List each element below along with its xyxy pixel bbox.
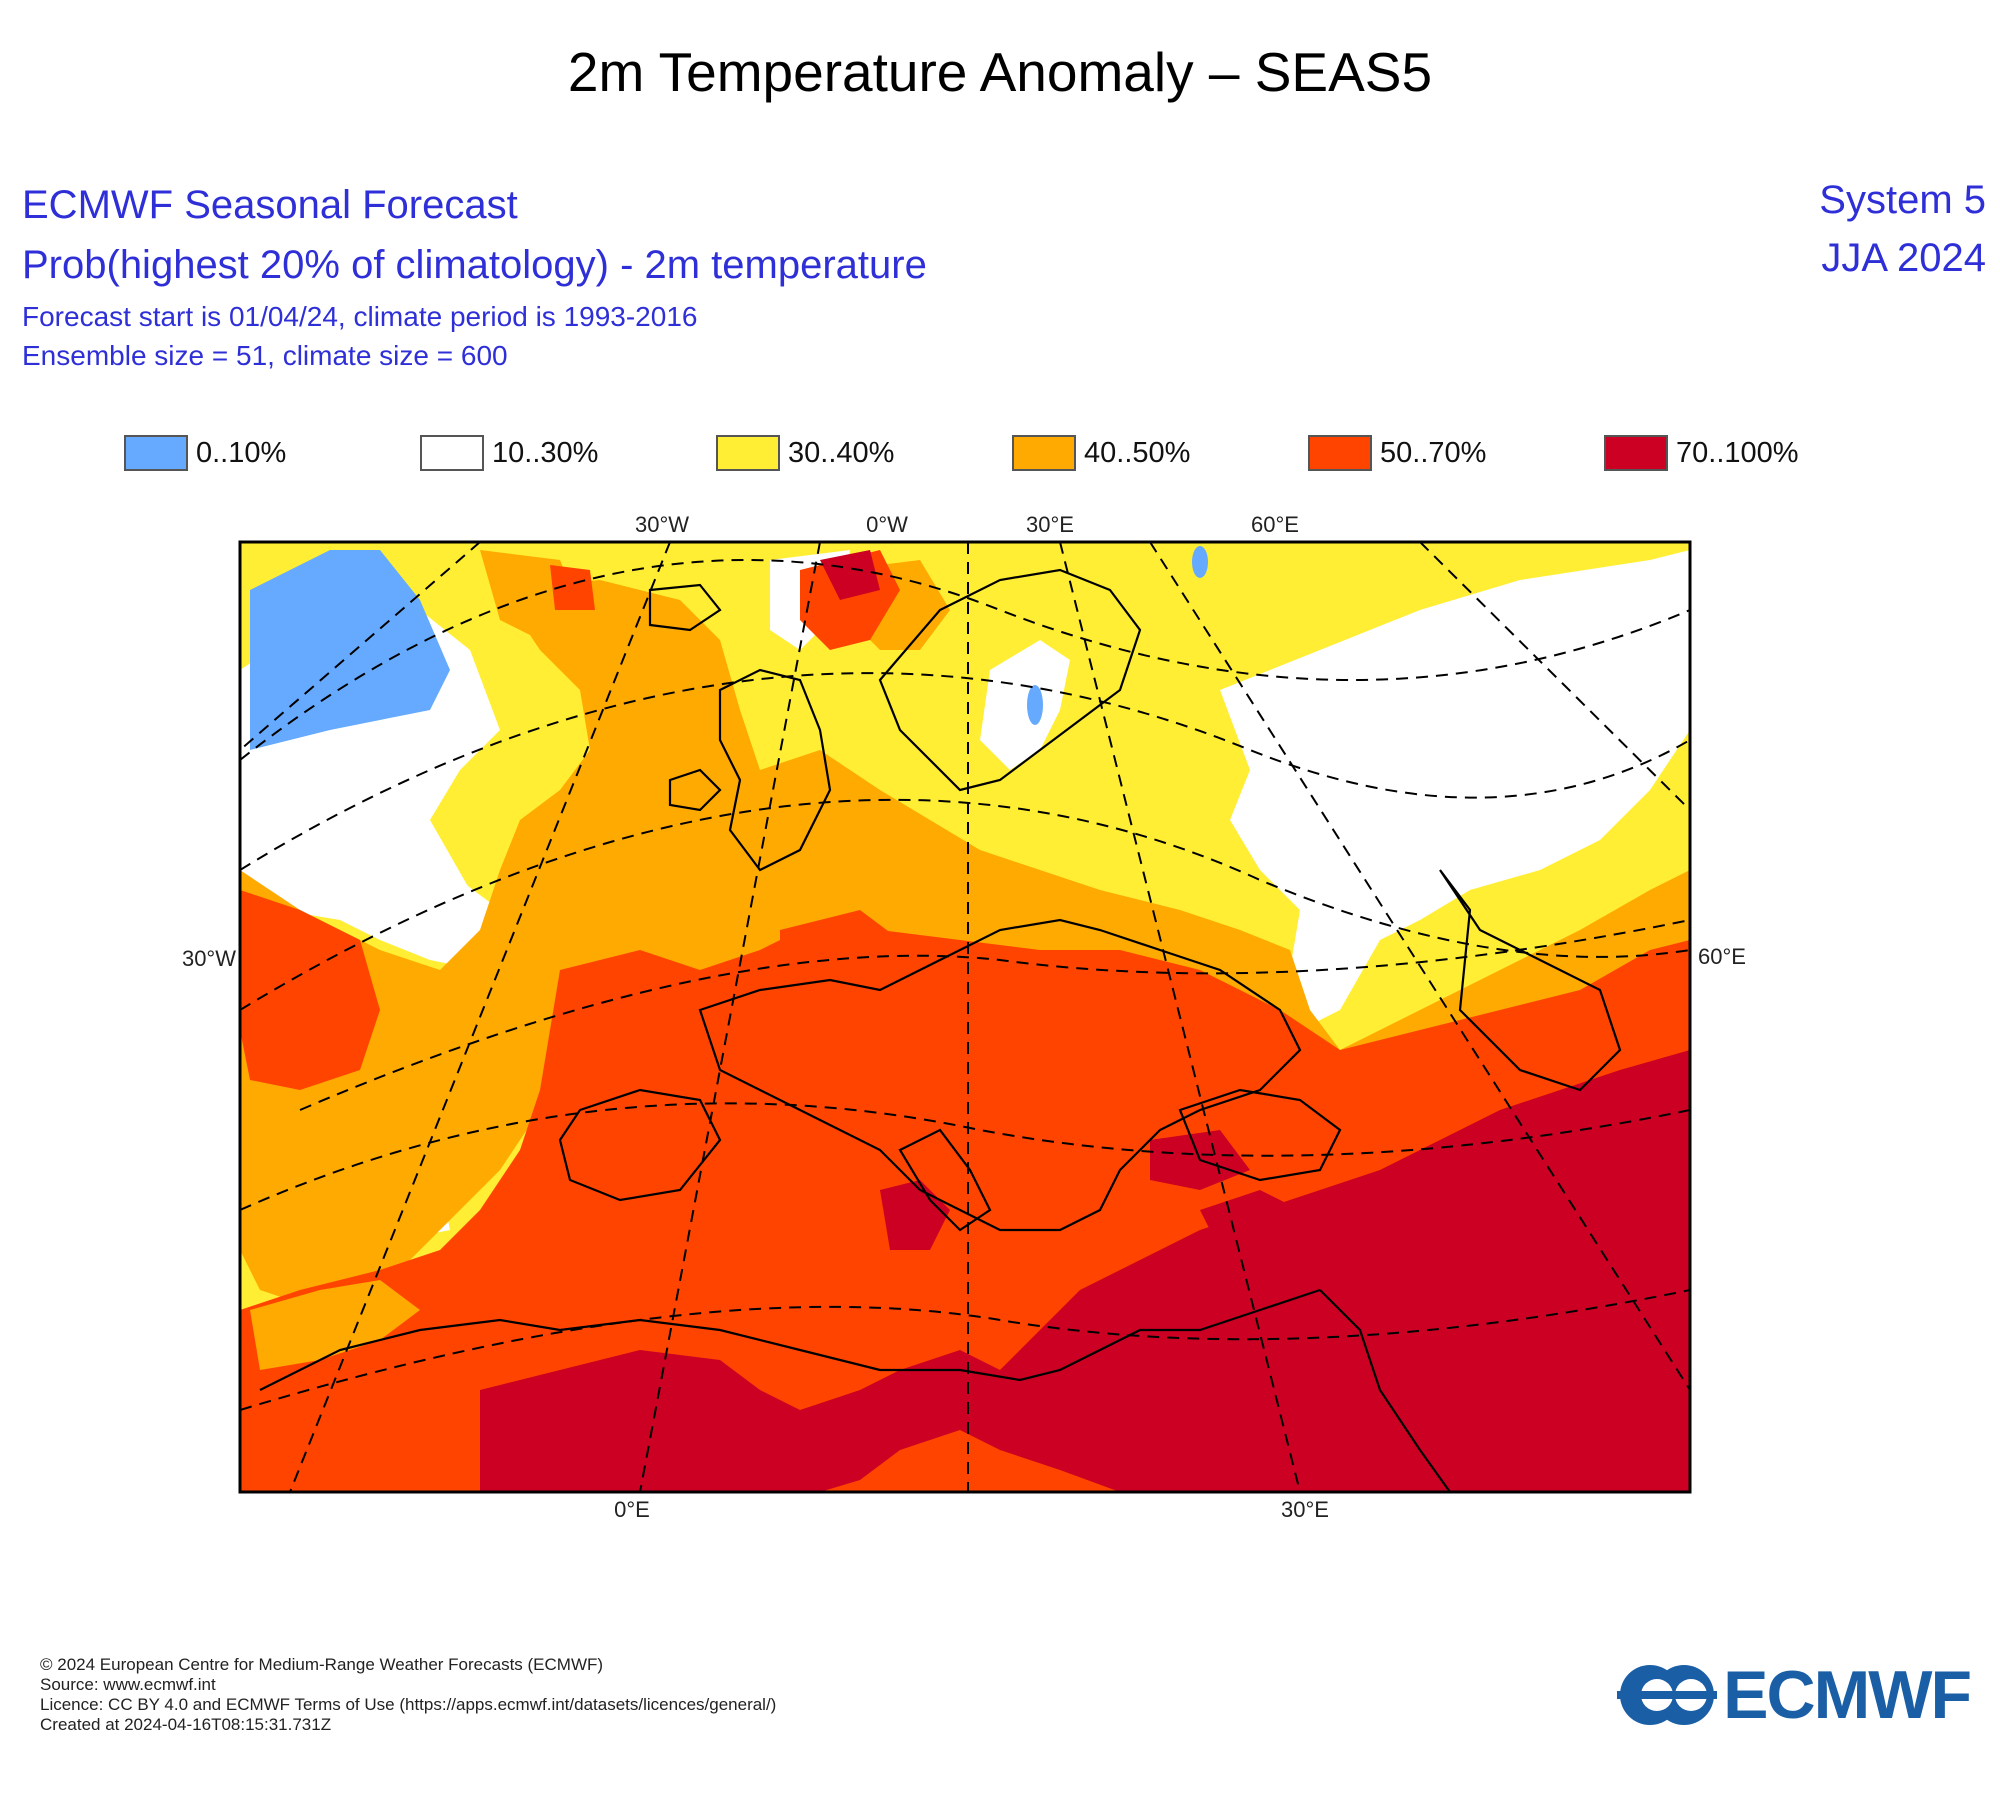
coast-iberia — [558, 1088, 722, 1202]
legend-label: 70..100% — [1676, 436, 1799, 469]
ecmwf-logo-icon — [1617, 1665, 1718, 1725]
map-ticks: 30°W 0°W 30°E 60°E 0°E 30°E 30°W 60°E — [182, 512, 1746, 1522]
legend-label: 10..30% — [492, 436, 599, 469]
legend-swatch — [716, 435, 780, 471]
meridian-40e — [1059, 542, 1301, 1492]
legend-item: 50..70% — [1308, 433, 1486, 473]
probability-field — [240, 542, 1690, 1492]
legend-swatch — [1012, 435, 1076, 471]
top-tick-30e: 30°E — [1026, 512, 1074, 537]
top-tick-30w: 30°W — [635, 512, 689, 537]
forecast-start-info: Forecast start is 01/04/24, climate peri… — [22, 301, 698, 332]
coast-ireland — [668, 768, 722, 812]
footer: © 2024 European Centre for Medium-Range … — [40, 1655, 776, 1735]
parallel-40n — [299, 919, 1690, 1111]
meridian-0 — [639, 542, 821, 1492]
period-label: JJA 2024 — [1821, 236, 1986, 280]
field-blue-nw — [250, 550, 450, 750]
top-tick-60e: 60°E — [1251, 512, 1299, 537]
field-red-atlantic-w — [240, 890, 380, 1090]
legend-item: 30..40% — [716, 433, 894, 473]
field-white-ne — [1220, 550, 1690, 1030]
left-tick-30w: 30°W — [182, 946, 236, 971]
ecmwf-logo: ECMWF — [1617, 1657, 1972, 1733]
legend-item: 40..50% — [1012, 433, 1190, 473]
bottom-tick-30e: 30°E — [1281, 1497, 1329, 1522]
copyright: © 2024 European Centre for Medium-Range … — [40, 1655, 604, 1674]
coast-europe — [698, 918, 1302, 1232]
coast-red-sea — [1319, 1289, 1451, 1492]
system-label: System 5 — [1819, 178, 1986, 222]
map-frame — [238, 540, 1692, 1494]
field-blue-kola — [1192, 546, 1208, 578]
field-blue-sweden — [1027, 685, 1043, 725]
coast-scandinavia — [878, 568, 1142, 792]
meridian-40w — [240, 542, 481, 751]
coast-italy — [898, 1128, 992, 1232]
parallel-20n — [240, 1289, 1690, 1411]
probability-map: 30°W 0°W 30°E 60°E 0°E 30°E 30°W 60°E — [182, 512, 1746, 1522]
ecmwf-logo-text: ECMWF — [1723, 1657, 1972, 1733]
legend-swatch — [124, 435, 188, 471]
field-white-w — [240, 610, 520, 970]
source: Source: www.ecmwf.int — [40, 1675, 216, 1694]
legend-item: 70..100% — [1604, 433, 1799, 473]
field-orange-west-africa — [250, 1280, 420, 1370]
meridian-20w — [289, 542, 671, 1492]
coast-north-africa — [259, 1288, 1321, 1391]
parallel-70n — [240, 559, 1690, 761]
legend-label: 30..40% — [788, 436, 895, 469]
forecast-variable: Prob(highest 20% of climatology) - 2m te… — [22, 243, 927, 287]
licence: Licence: CC BY 4.0 and ECMWF Terms of Us… — [40, 1695, 777, 1714]
right-tick-60e: 60°E — [1698, 944, 1746, 969]
main-title: 2m Temperature Anomaly – SEAS5 — [567, 41, 1433, 103]
coast-black-sea — [1178, 1088, 1342, 1182]
legend-item: 0..10% — [124, 433, 286, 473]
parallel-30n — [240, 1102, 1690, 1211]
legend-item: 10..30% — [420, 433, 598, 473]
created-at: Created at 2024-04-16T08:15:31.731Z — [40, 1715, 332, 1734]
field-red-britain — [780, 910, 900, 990]
legend-swatch — [420, 435, 484, 471]
graticule — [240, 542, 1690, 1492]
legend-label: 40..50% — [1084, 436, 1191, 469]
meridian-80e — [1419, 542, 1690, 811]
legend-label: 0..10% — [196, 436, 287, 469]
legend-label: 50..70% — [1380, 436, 1487, 469]
coast-iceland — [648, 583, 722, 632]
coast-caspian — [1439, 869, 1622, 1092]
ensemble-info: Ensemble size = 51, climate size = 600 — [22, 340, 508, 371]
legend-swatch — [1308, 435, 1372, 471]
top-tick-0w: 0°W — [866, 512, 908, 537]
field-red-iceland — [550, 565, 595, 610]
parallel-50n — [240, 798, 1690, 1011]
forecast-title: ECMWF Seasonal Forecast — [22, 183, 518, 227]
bottom-tick-0e: 0°E — [614, 1497, 650, 1522]
meridian-60e — [1149, 542, 1690, 1391]
field-darkred-turkey — [1200, 1190, 1300, 1250]
field-darkred-arctic — [820, 550, 880, 600]
field-darkred-italy — [880, 1180, 950, 1250]
parallel-60n — [240, 672, 1690, 871]
field-white-scandinavia — [980, 640, 1070, 770]
legend-swatch — [1604, 435, 1668, 471]
field-darkred-main — [480, 1050, 1690, 1492]
